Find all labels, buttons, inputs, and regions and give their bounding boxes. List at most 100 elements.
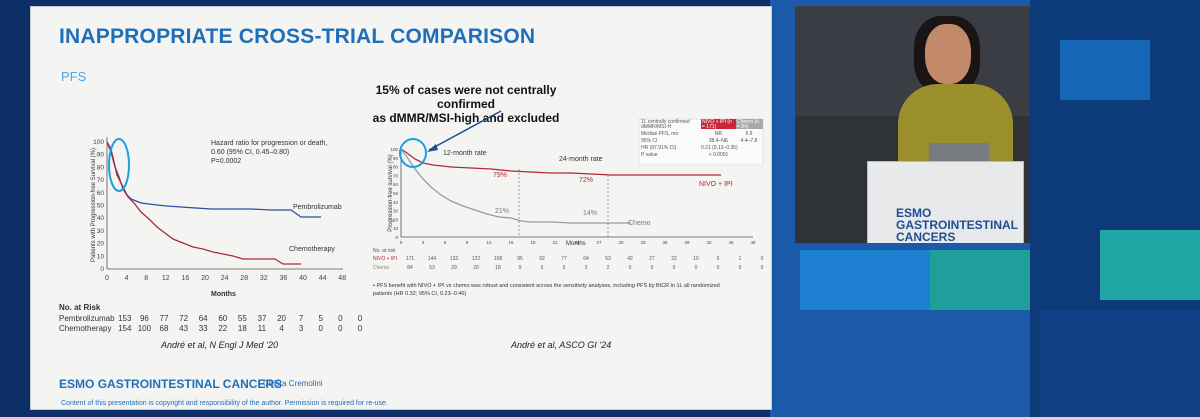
risk-row: NIVO + IPI 171 144 132 122 108 95 92 77 64 53 42 27 2… [373,255,771,264]
right-footnote: • PFS benefit with NIVO + IPI vs chemo w… [373,282,771,298]
risk-cell: 122 [471,256,481,262]
tick-label: 70 [393,173,399,178]
table-cell: NR [714,131,723,137]
risk-row-label: NIVO + IPI [373,256,398,262]
author-name: Chiara Cremolini [263,379,323,388]
slide-title: INAPPROPRIATE CROSS-TRIAL COMPARISON [59,25,536,48]
chemotherapy-curve [106,141,301,265]
tick-label: 12 [486,240,492,245]
risk-cell: 0 [760,265,764,271]
tick-label: 39 [684,240,690,245]
risk-cell: 77 [561,256,567,262]
table-cell: 95% CI [641,138,658,144]
tick-label: 40 [299,275,307,282]
risk-cell: 33 [198,324,208,333]
risk-cell: 42 [627,256,633,262]
right-ylabel: Progression-free survival (%) [388,154,394,232]
risk-cell: 3 [298,324,304,333]
esmo-footer-logo: ESMO GASTROINTESTINAL CANCERS [59,377,282,391]
tick-label: 40 [393,200,399,205]
speaker-video: ESMO GASTROINTESTINAL CANCERS [795,6,1030,243]
tick-label: 28 [240,275,248,282]
risk-cell: 72 [179,314,189,323]
tick-label: 100 [93,139,104,146]
right-citation: André et al, ASCO GI ‘24 [511,340,612,350]
risk-cell: 100 [137,324,152,333]
hr-line: Hazard ratio for progression or death, [211,140,328,147]
podium-logo-line: ESMO GASTROINTESTINAL [896,206,1018,232]
table-cell: 4.4–7.8 [740,138,758,144]
risk-cell: 0 [338,314,343,323]
m12-label: 12-month rate [443,150,487,157]
tick-label: 45 [728,240,734,245]
highlight-circle [399,138,427,168]
risk-row-label: Pembrolizumab [59,314,115,323]
risk-cell: 0 [738,265,742,271]
table-cell: < 0.0001 [708,152,729,158]
tick-label: 16 [182,275,190,282]
tick-label: 3 [422,240,425,245]
callout-arrow [428,110,502,151]
tick-label: 32 [260,275,268,282]
slide-subtitle: PFS [61,69,87,84]
tick-label: 36 [280,275,288,282]
risk-cell: 11 [257,324,267,333]
background-tile [1100,230,1200,300]
podium: ESMO GASTROINTESTINAL CANCERS [867,161,1024,243]
chemotherapy-label: Chemotherapy [289,246,335,253]
risk-cell: 0 [357,324,363,333]
chemo-label: Chemo [628,220,651,227]
table-row: Median PFS, mo NR 5.9 [641,131,762,138]
logo-main: GASTROINTESTINAL CANCERS [97,377,283,391]
table-header-nivo [701,119,736,129]
risk-cell: 0 [760,256,764,262]
risk-row: Chemo 84 53 29 20 18 9 5 5 3 2 0 0 0 0 0 0 0 [373,264,771,273]
pembrolizumab-label: Pembrolizumab [293,204,342,211]
tick-label: 10 [97,253,105,260]
risk-cell: 5 [562,265,566,271]
risk-cell: 0 [694,265,698,271]
hr-line: 0.60 (95% CI, 0.45–0.80) [211,149,290,156]
footnote-line: patients (HR 0.32; 95% CI, 0.23–0.46) [373,291,467,297]
risk-cell: 3 [584,265,588,271]
tick-label: 70 [97,177,105,184]
risk-cell: 92 [539,256,545,262]
m24-label: 24-month rate [559,156,603,163]
risk-cell: 1 [738,256,742,262]
risk-cell: 77 [159,314,169,323]
table-header-chemo [736,119,763,129]
highlight-circle [108,138,130,192]
tick-label: 18 [530,240,536,245]
risk-cell: 84 [407,265,413,271]
risk-cell: 6 [716,256,720,262]
risk-cell: 9 [518,265,522,271]
tick-label: 4 [125,275,129,282]
tick-label: 30 [618,240,624,245]
risk-cell: 68 [159,324,169,333]
table-row: HR (97.91% CI) 0.21 (0.13–0.35) [641,145,762,152]
podium-logo: ESMO GASTROINTESTINAL CANCERS [896,207,1023,243]
left-xlabel: Months [211,291,236,298]
chemo-curve [400,148,631,224]
table-header-chemo-label: Chemo (n = 84) [737,119,759,130]
copyright-notice: Content of this presentation is copyrigh… [61,400,388,407]
speaker-face [925,24,971,84]
presentation-slide: INAPPROPRIATE CROSS-TRIAL COMPARISON PFS… [30,6,772,410]
hazard-ratio-text: Hazard ratio for progression or death, 0… [211,139,327,166]
background-tile [1060,40,1150,100]
right-risk-title: No. at risk [373,248,396,254]
risk-row-label: Chemotherapy [59,324,112,333]
tick-label: 9 [466,240,469,245]
table-row: 95% CI 38.4–NE 4.4–7.8 [641,138,762,145]
tick-label: 50 [393,191,399,196]
tick-label: 48 [750,240,756,245]
tick-label: 42 [706,240,712,245]
p14-label: 14% [583,210,598,217]
results-table: Median PFS, mo NR 5.9 95% CI 38.4–NE 4.4–7.8 H… [641,131,762,159]
hr-line: P=0.0002 [211,158,242,165]
table-cell: HR (97.91% CI) [641,145,677,151]
tick-label: 0 [400,240,403,245]
risk-cell: 154 [118,324,132,333]
risk-cell: 20 [277,314,286,323]
